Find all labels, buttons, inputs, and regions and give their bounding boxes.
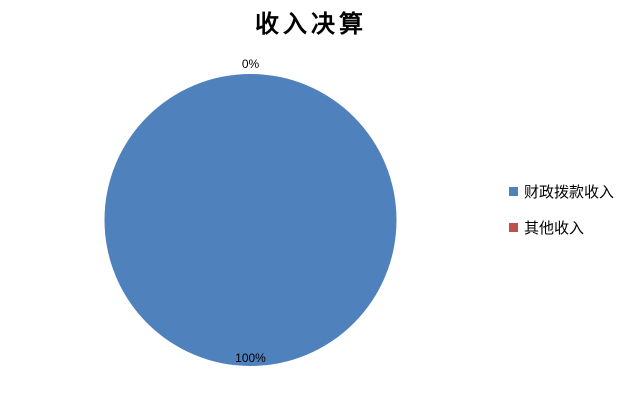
svg-text:0%: 0% (242, 57, 260, 71)
svg-text:100%: 100% (235, 351, 266, 365)
